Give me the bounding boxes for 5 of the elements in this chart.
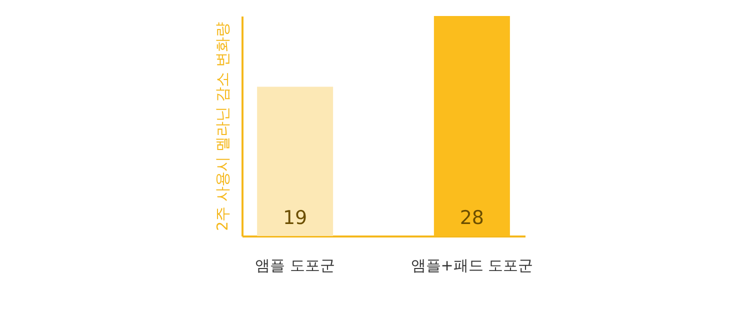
x-tick-label: 앰플 도포군	[255, 256, 335, 274]
x-tick-label: 앰플+패드 도포군	[410, 256, 534, 274]
data-label: 28	[460, 207, 484, 229]
y-axis-title: 2주 사용시 멜라닌 감소 변화량	[214, 22, 232, 231]
data-label: 19	[282, 207, 308, 229]
